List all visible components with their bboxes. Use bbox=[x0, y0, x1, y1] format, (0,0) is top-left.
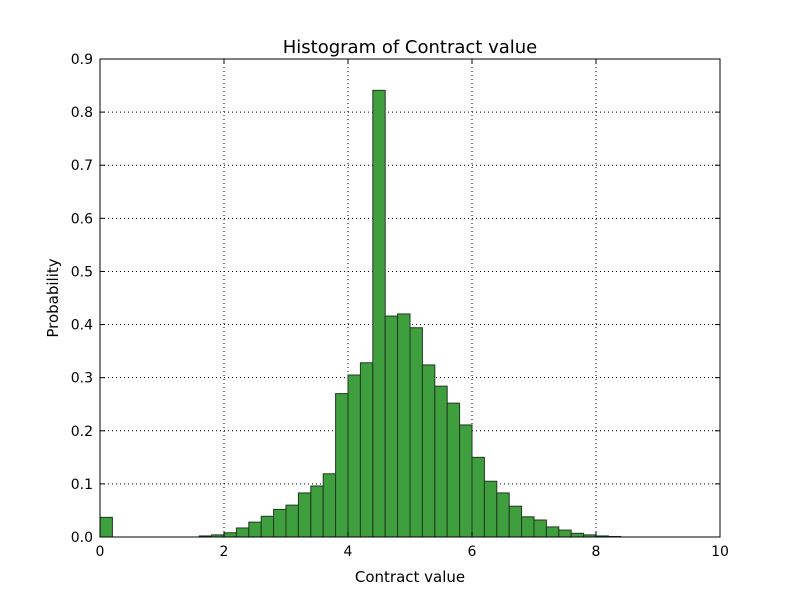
chart-title: Histogram of Contract value bbox=[283, 37, 538, 58]
histogram-bar bbox=[260, 515, 275, 538]
histogram-bar bbox=[285, 504, 299, 538]
y-tick-label: 0.2 bbox=[71, 424, 93, 440]
x-axis-title: Contract value bbox=[355, 568, 465, 586]
x-tick-label: 6 bbox=[468, 544, 477, 560]
histogram-bar bbox=[310, 485, 324, 538]
grid-lines bbox=[100, 59, 720, 537]
histogram-bar bbox=[248, 521, 262, 538]
y-tick-label: 0.8 bbox=[71, 105, 93, 121]
histogram-bar bbox=[446, 402, 461, 538]
histogram-bar bbox=[273, 508, 287, 538]
histogram-bar bbox=[459, 424, 473, 538]
histogram-bar bbox=[223, 532, 237, 538]
histogram-bar bbox=[533, 519, 547, 538]
histogram-bars bbox=[99, 89, 622, 538]
y-tick-label: 0.5 bbox=[71, 264, 93, 280]
y-tick-label: 0.0 bbox=[71, 530, 93, 546]
histogram-bar bbox=[99, 516, 113, 538]
x-tick-label: 10 bbox=[711, 544, 729, 560]
histogram-bar bbox=[496, 492, 510, 538]
histogram-bar bbox=[347, 374, 361, 538]
y-tick-label: 0.1 bbox=[71, 477, 93, 493]
histogram-bar bbox=[297, 492, 312, 538]
x-tick-label: 8 bbox=[592, 544, 601, 560]
y-axis-title: Probability bbox=[44, 258, 62, 337]
histogram-bar bbox=[483, 480, 498, 538]
y-tick-label: 0.3 bbox=[71, 371, 93, 387]
histogram-bar bbox=[434, 385, 448, 538]
histogram-bar bbox=[397, 313, 411, 538]
histogram-bar bbox=[409, 327, 423, 538]
y-tick-label: 0.6 bbox=[71, 211, 93, 227]
axis-ticks: 0 2 4 6 8 10 0.0 0.1 0.2 0.3 0.4 0.5 0.6 0.7 0.8 0.9 bbox=[71, 52, 729, 560]
plot-frame bbox=[99, 58, 721, 538]
histogram-bar bbox=[508, 505, 523, 538]
histogram-bar bbox=[545, 526, 560, 538]
y-tick-label: 0.7 bbox=[71, 158, 93, 174]
histogram-bar bbox=[235, 527, 250, 538]
histogram-bar bbox=[558, 529, 572, 538]
x-tick-label: 0 bbox=[96, 544, 105, 560]
histogram-bar bbox=[421, 364, 436, 538]
y-tick-label: 0.4 bbox=[71, 318, 93, 334]
y-tick-label: 0.9 bbox=[71, 52, 93, 68]
histogram-bar bbox=[570, 532, 585, 538]
histogram-bar bbox=[335, 393, 349, 538]
histogram-bar bbox=[359, 362, 374, 538]
histogram-bar bbox=[521, 516, 535, 538]
histogram-bar bbox=[471, 456, 485, 538]
histogram-bar bbox=[372, 89, 386, 538]
x-tick-label: 2 bbox=[220, 544, 229, 560]
histogram-bar bbox=[322, 473, 337, 538]
histogram-bar bbox=[384, 315, 399, 538]
x-tick-label: 4 bbox=[344, 544, 353, 560]
